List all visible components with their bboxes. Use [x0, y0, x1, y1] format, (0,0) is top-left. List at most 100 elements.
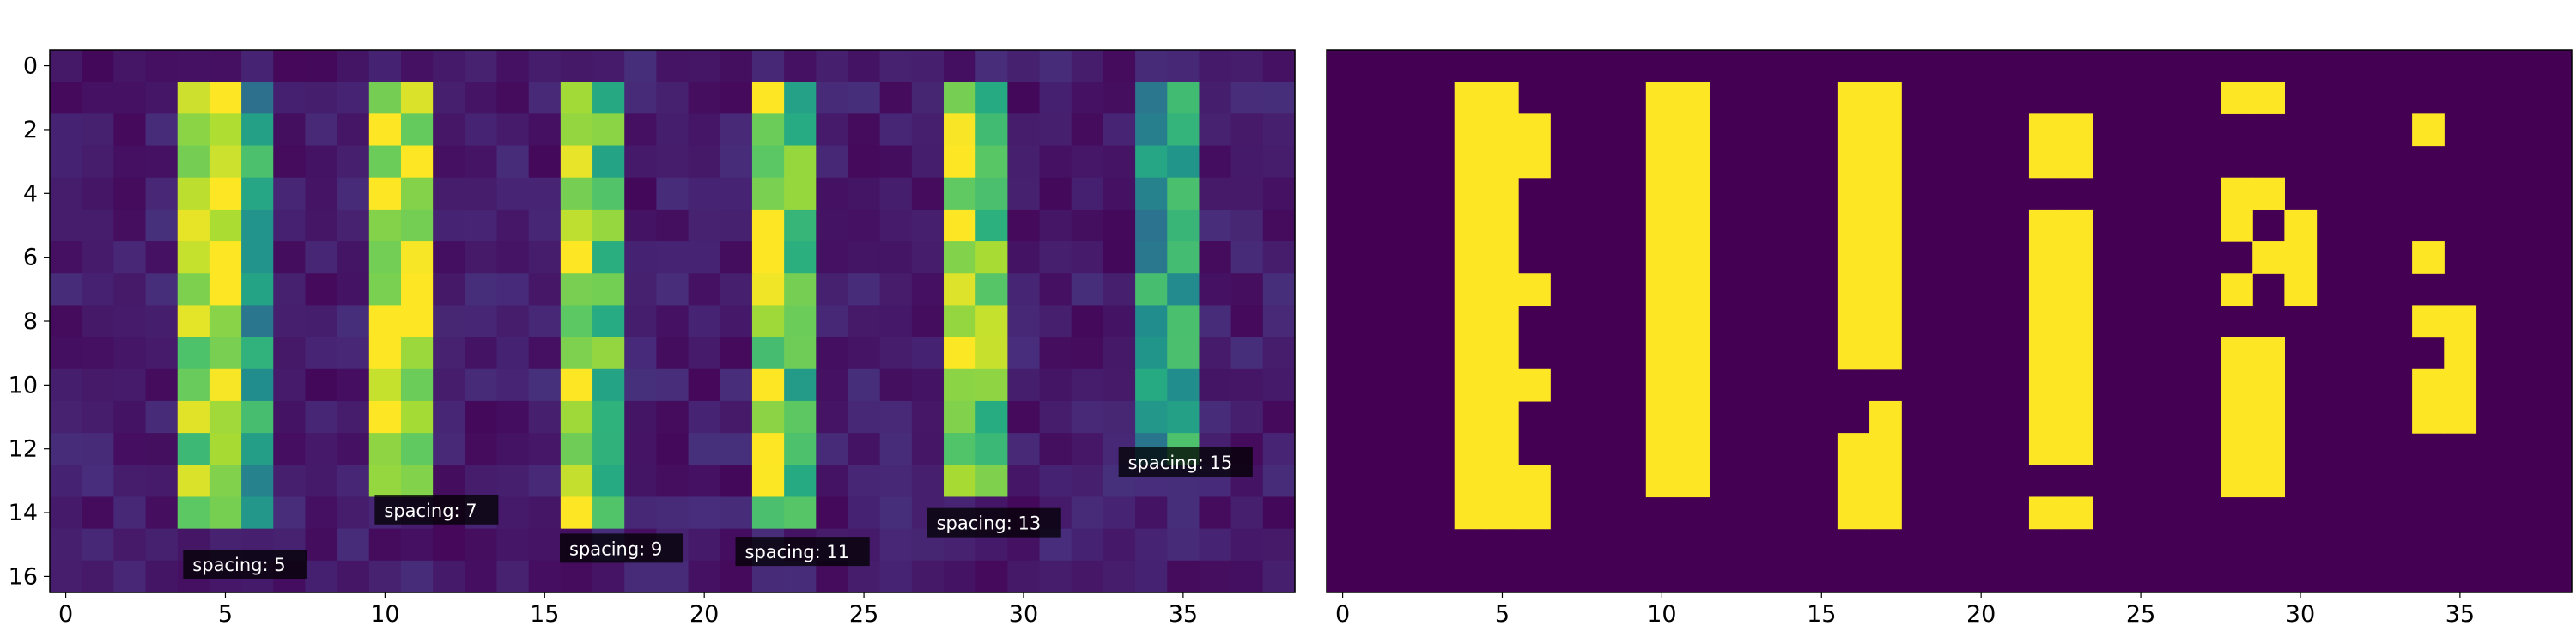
heatmap-cell — [1199, 209, 1232, 242]
heatmap-cell — [177, 82, 210, 114]
heatmap-cell — [241, 209, 274, 242]
y-tick-label: 4 — [23, 180, 38, 207]
heatmap-cell — [82, 496, 114, 530]
heatmap-cell — [720, 465, 753, 498]
heatmap-cell — [528, 305, 562, 338]
heatmap-cell — [337, 496, 370, 530]
heatmap-cell — [496, 177, 530, 210]
heatmap-cell — [911, 145, 945, 179]
heatmap-cell — [720, 177, 753, 210]
heatmap-cell — [656, 337, 690, 370]
heatmap-cell — [337, 50, 370, 82]
heatmap-cell — [82, 465, 114, 498]
heatmap-cell — [751, 465, 785, 498]
heatmap-cell — [816, 82, 849, 114]
heatmap-cell — [1167, 113, 1200, 147]
heatmap-cell-on — [2028, 496, 2062, 530]
heatmap-cell — [177, 337, 210, 370]
heatmap-cell — [879, 337, 913, 370]
heatmap-cell — [879, 82, 913, 114]
heatmap-cell — [1167, 82, 1200, 114]
heatmap-cell — [1135, 209, 1168, 242]
heatmap-cell — [592, 177, 625, 210]
heatmap-cell — [273, 209, 307, 242]
x-tick-label: 0 — [58, 601, 73, 628]
heatmap-cell — [1135, 145, 1168, 179]
heatmap-cell — [113, 433, 147, 465]
heatmap-cell — [848, 209, 881, 242]
heatmap-cell — [1135, 400, 1168, 434]
heatmap-cell — [305, 528, 338, 562]
x-tick-label: 30 — [1009, 601, 1038, 628]
heatmap-cell — [592, 50, 625, 82]
heatmap-cell — [433, 82, 465, 114]
heatmap-cell — [784, 433, 817, 465]
heatmap-cell — [975, 177, 1008, 210]
heatmap-cell — [879, 273, 913, 307]
heatmap-cell — [1135, 241, 1168, 274]
y-tick-label: 2 — [23, 117, 38, 143]
y-tick-label: 14 — [9, 500, 38, 526]
heatmap-cell — [560, 113, 593, 147]
heatmap-cell — [911, 368, 945, 402]
heatmap-cell — [1262, 305, 1296, 338]
heatmap-cell — [177, 177, 210, 210]
heatmap-cell — [241, 82, 274, 114]
heatmap-cell — [560, 400, 593, 434]
heatmap-cell — [624, 400, 658, 434]
heatmap-cell — [1039, 400, 1072, 434]
heatmap-cell — [496, 209, 530, 242]
heatmap-cell — [496, 50, 530, 82]
heatmap-cell — [305, 209, 338, 242]
heatmap-cell — [560, 177, 593, 210]
heatmap-cell — [209, 496, 242, 530]
heatmap-cell — [911, 433, 945, 465]
heatmap-cell — [1199, 177, 1232, 210]
heatmap-cell — [816, 368, 849, 402]
heatmap-cell — [241, 400, 274, 434]
heatmap-cell — [337, 337, 370, 370]
x-tick-label: 20 — [690, 601, 719, 628]
heatmap-cell — [368, 50, 402, 82]
heatmap-cell — [305, 433, 338, 465]
heatmap-cell — [560, 241, 593, 274]
heatmap-cell — [209, 241, 242, 274]
heatmap-cell — [944, 82, 976, 114]
heatmap-cell — [433, 209, 465, 242]
heatmap-cell — [1262, 400, 1296, 434]
heatmap-cell-on — [2028, 113, 2062, 179]
heatmap-cell — [273, 241, 307, 274]
heatmap-cell — [720, 560, 753, 593]
heatmap-cell — [305, 560, 338, 593]
heatmap-cell — [1167, 177, 1200, 210]
heatmap-cell — [1262, 273, 1296, 307]
heatmap-cell — [337, 177, 370, 210]
heatmap-cell — [82, 113, 114, 147]
axes-frame — [1326, 49, 2573, 593]
heatmap-cell — [944, 368, 976, 402]
heatmap-cell — [848, 241, 881, 274]
heatmap-cell — [337, 465, 370, 498]
heatmap-cell — [1199, 241, 1232, 274]
spacing-label-box — [1118, 447, 1253, 477]
heatmap-cell — [1199, 400, 1232, 434]
heatmap-cell — [1230, 305, 1264, 338]
heatmap-cell — [273, 337, 307, 370]
heatmap-cell — [751, 82, 785, 114]
heatmap-cell — [1262, 82, 1296, 114]
heatmap-cell — [944, 465, 976, 498]
heatmap-cell — [1103, 177, 1136, 210]
heatmap-cell — [273, 50, 307, 82]
heatmap-cell — [465, 82, 498, 114]
heatmap-cell — [911, 305, 945, 338]
heatmap-cell — [592, 82, 625, 114]
heatmap-cell — [368, 241, 402, 274]
heatmap-cell — [1199, 337, 1232, 370]
heatmap-cell — [560, 50, 593, 82]
heatmap-cell — [1230, 273, 1264, 307]
heatmap-cell — [1230, 50, 1264, 82]
heatmap-cell — [624, 433, 658, 465]
heatmap-cell — [592, 113, 625, 147]
heatmap-cell — [337, 241, 370, 274]
heatmap-cell — [496, 273, 530, 307]
